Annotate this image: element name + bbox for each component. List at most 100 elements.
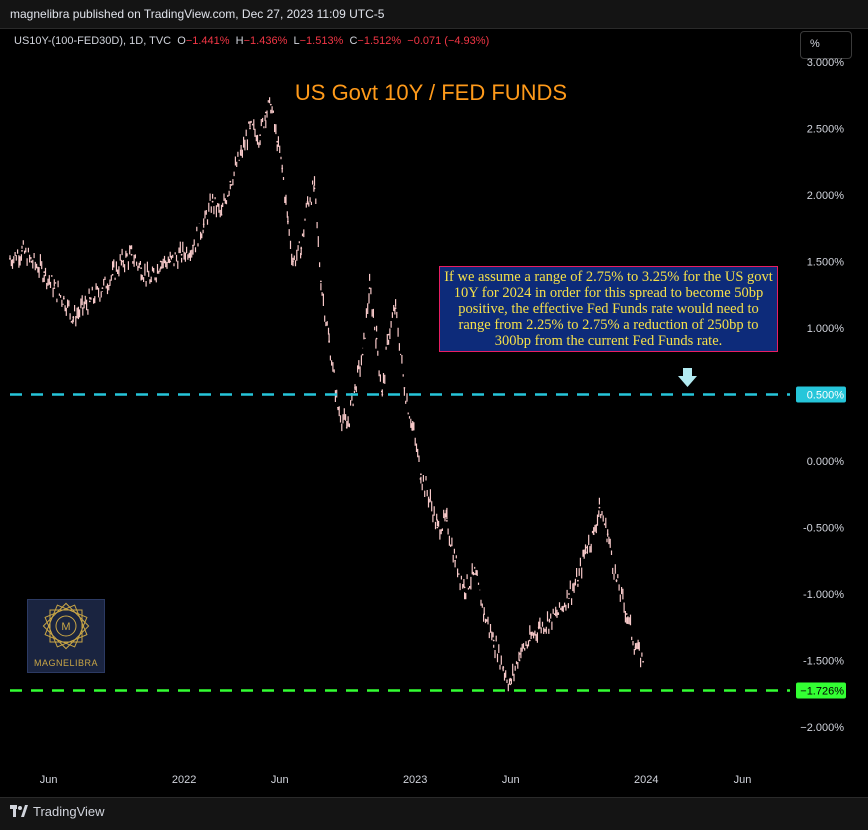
x-tick-label: 2022	[172, 774, 196, 786]
data-point	[229, 180, 232, 183]
data-point	[375, 337, 378, 340]
ohlc-low-label: L	[293, 35, 300, 47]
data-point	[150, 280, 153, 283]
top-bar: magnelibra published on TradingView.com,…	[0, 0, 868, 29]
x-tick-label: Jun	[502, 774, 520, 786]
svg-text:M: M	[61, 621, 70, 633]
data-point	[528, 639, 531, 642]
data-point	[192, 244, 194, 247]
data-point	[577, 579, 579, 582]
data-point	[130, 253, 133, 256]
data-point	[259, 134, 261, 137]
horizontal-lines: 0.500% −1.726%	[10, 386, 846, 699]
data-point	[328, 340, 330, 343]
data-point	[403, 387, 406, 389]
data-point	[101, 287, 104, 289]
y-tick-label: 1.000%	[807, 323, 845, 335]
data-point	[548, 619, 551, 622]
data-point	[140, 267, 143, 269]
data-point	[606, 533, 609, 535]
x-tick-label: 2024	[634, 774, 658, 786]
data-point	[368, 287, 371, 289]
data-point	[121, 260, 123, 263]
data-point	[518, 653, 521, 655]
data-point	[169, 260, 172, 263]
price-tag	[796, 682, 846, 699]
data-point	[411, 426, 414, 429]
y-tick-label: 1.500%	[807, 257, 845, 269]
data-point	[354, 387, 356, 389]
data-point	[292, 260, 294, 263]
ohlc-close-value: −1.512%	[357, 35, 402, 47]
x-axis[interactable]: Jun 2022 Jun 2023 Jun 2024 Jun	[40, 774, 752, 786]
data-point	[43, 271, 46, 273]
percent-scale-button[interactable]: %	[800, 31, 852, 59]
price-tag	[796, 386, 846, 403]
data-point	[634, 646, 637, 649]
data-point	[269, 103, 272, 106]
data-point	[615, 579, 618, 582]
data-point	[9, 257, 11, 260]
data-point	[21, 250, 23, 252]
tradingview-logo-icon	[10, 805, 28, 817]
data-point	[463, 586, 466, 589]
symbol-legend[interactable]: US10Y-(100-FED30D), 1D, TVC O−1.441% H −1…	[14, 35, 489, 47]
data-point	[159, 260, 162, 263]
y-tick-label: -1.500%	[803, 656, 844, 668]
chart-title: US Govt 10Y / FED FUNDS	[294, 80, 568, 105]
data-point	[429, 500, 432, 502]
data-point	[300, 247, 303, 250]
data-point	[220, 214, 223, 216]
data-point	[88, 300, 91, 303]
data-point	[585, 546, 587, 549]
data-point	[240, 154, 243, 157]
ohlc-open-value: −1.441%	[185, 35, 230, 47]
ohlc-low-value: −1.513%	[299, 35, 344, 47]
bottom-bar	[0, 797, 868, 830]
logo-text: MAGNELIBRA	[33, 658, 98, 668]
magnelibra-logo: M MAGNELIBRA	[27, 599, 105, 673]
data-point	[483, 613, 486, 615]
down-arrow-icon	[678, 368, 697, 387]
data-point	[381, 393, 384, 396]
data-point	[361, 353, 364, 356]
y-tick-label: 2.000%	[807, 190, 845, 202]
data-point	[281, 167, 284, 170]
y-tick-label: −2.000%	[800, 722, 844, 734]
symbol-name: US10Y-(100-FED30D), 1D, TVC	[14, 35, 172, 47]
data-point	[592, 533, 595, 535]
y-tick-label: 3.000%	[807, 57, 845, 69]
data-point	[202, 223, 205, 226]
data-point	[454, 559, 456, 562]
tradingview-label: TradingView	[33, 804, 105, 819]
ohlc-high-label: H	[235, 35, 244, 47]
data-point	[537, 626, 540, 629]
data-point	[180, 253, 183, 256]
data-point	[394, 307, 397, 309]
data-point	[473, 573, 476, 575]
data-point	[502, 666, 505, 668]
data-point	[625, 613, 628, 615]
data-point	[420, 473, 422, 476]
data-point	[306, 200, 309, 203]
data-point	[62, 297, 65, 300]
y-tick-label: -0.500%	[803, 523, 844, 535]
data-point	[387, 333, 390, 336]
data-point	[436, 526, 439, 529]
x-tick-label: 2023	[403, 774, 427, 786]
data-point	[337, 406, 339, 409]
data-point	[111, 273, 114, 276]
y-axis[interactable]: 3.000% 2.500% 2.000% 1.500% 1.000% 0.000% -0.5…	[800, 57, 844, 734]
data-point	[276, 140, 279, 143]
data-point	[568, 593, 570, 595]
data-point	[598, 506, 601, 509]
ohlc-open-label: O	[177, 35, 186, 47]
x-tick-label: Jun	[734, 774, 752, 786]
data-point	[72, 316, 75, 319]
data-point	[492, 639, 495, 642]
y-tick-label: -1.000%	[803, 589, 844, 601]
price-tag-label: −1.726%	[800, 686, 844, 698]
data-point	[557, 613, 560, 615]
tradingview-brand[interactable]: TradingView	[10, 804, 105, 819]
